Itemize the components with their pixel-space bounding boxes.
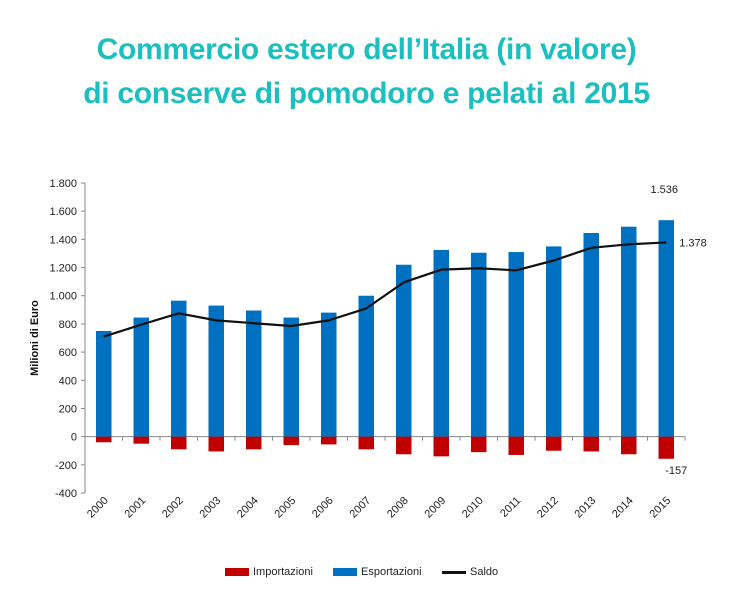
- y-tick-label: 600: [59, 347, 77, 359]
- y-tick-label: 400: [59, 375, 77, 387]
- bar-esportazioni: [658, 220, 674, 437]
- bar-importazioni: [433, 436, 449, 457]
- bar-esportazioni: [433, 249, 449, 437]
- y-tick-label: 200: [59, 403, 77, 415]
- x-tick-label: 2013: [573, 495, 599, 521]
- bar-esportazioni: [208, 305, 224, 437]
- x-tick-label: 2003: [198, 495, 224, 521]
- legend-item-saldo: Saldo: [442, 566, 498, 578]
- bar-esportazioni: [471, 252, 487, 437]
- data-label-saldo-2015: 1.378: [679, 237, 707, 249]
- bar-esportazioni: [508, 252, 524, 437]
- x-tick-label: 2014: [610, 495, 636, 521]
- bar-importazioni: [546, 436, 562, 451]
- bar-esportazioni: [246, 310, 262, 437]
- y-axis-label: Milioni di Euro: [29, 300, 41, 376]
- x-tick-label: 2015: [648, 495, 674, 521]
- legend-label-saldo: Saldo: [470, 566, 499, 578]
- bar-importazioni: [658, 436, 674, 459]
- bar-importazioni: [246, 436, 262, 450]
- bar-esportazioni: [358, 295, 374, 437]
- y-tick-label: 1.000: [49, 291, 77, 303]
- bar-esportazioni: [96, 330, 112, 437]
- bar-importazioni: [358, 436, 374, 450]
- bar-esportazioni: [546, 246, 562, 437]
- bar-importazioni: [621, 436, 637, 455]
- title-line-2: di conserve di pomodoro e pelati al 2015: [83, 77, 650, 110]
- x-tick-label: 2004: [235, 495, 261, 521]
- bar-importazioni: [96, 436, 112, 443]
- x-tick-label: 2001: [123, 495, 149, 521]
- bar-esportazioni: [283, 317, 299, 437]
- bar-importazioni: [471, 436, 487, 453]
- bar-importazioni: [583, 436, 599, 452]
- x-tick-label: 2009: [423, 495, 449, 521]
- y-tick-label: 1.400: [49, 234, 77, 246]
- y-tick-label: 1.600: [49, 206, 77, 218]
- y-tick-label: 1.200: [49, 263, 77, 275]
- x-tick-label: 2002: [160, 495, 186, 521]
- x-tick-label: 2006: [310, 495, 336, 521]
- x-tick-label: 2012: [535, 495, 561, 521]
- y-tick-label: 0: [71, 432, 77, 444]
- legend-swatch-importazioni: [225, 568, 249, 576]
- y-tick-label: 1.800: [49, 178, 77, 190]
- x-tick-label: 2008: [385, 495, 411, 521]
- line-saldo: [103, 241, 667, 338]
- data-label-importazioni-2015: -157: [665, 465, 687, 477]
- legend-swatch-esportazioni: [333, 568, 357, 576]
- bar-esportazioni: [583, 233, 599, 437]
- bar-importazioni: [508, 436, 524, 455]
- y-tick-label: -200: [55, 460, 77, 472]
- legend-label-importazioni: Importazioni: [253, 566, 313, 578]
- x-tick-label: 2005: [273, 495, 299, 521]
- bar-importazioni: [396, 436, 412, 455]
- bar-importazioni: [321, 436, 337, 445]
- legend: Importazioni Esportazioni Saldo: [0, 566, 733, 582]
- bar-importazioni: [171, 436, 187, 450]
- y-tick-label: -400: [55, 488, 77, 500]
- bar-importazioni: [133, 436, 149, 444]
- y-tick-label: 800: [59, 319, 77, 331]
- x-tick-label: 2007: [348, 495, 374, 521]
- data-label-esportazioni-2015: 1.536: [650, 184, 678, 196]
- legend-label-esportazioni: Esportazioni: [361, 566, 422, 578]
- legend-item-esportazioni: Esportazioni: [333, 566, 422, 578]
- bar-esportazioni: [321, 312, 337, 437]
- bar-importazioni: [283, 436, 299, 446]
- bar-esportazioni: [133, 317, 149, 437]
- legend-swatch-saldo: [442, 570, 466, 574]
- bar-esportazioni: [621, 226, 637, 437]
- title-line-1: Commercio estero dell’Italia (in valore): [96, 33, 637, 66]
- bar-importazioni: [208, 436, 224, 452]
- page-title: Commercio estero dell’Italia (in valore)…: [0, 28, 733, 116]
- bar-esportazioni: [171, 300, 187, 437]
- x-tick-label: 2010: [460, 495, 486, 521]
- legend-item-importazioni: Importazioni: [225, 566, 313, 578]
- bar-esportazioni: [396, 264, 412, 437]
- x-tick-label: 2000: [85, 495, 111, 521]
- x-tick-label: 2011: [498, 495, 523, 520]
